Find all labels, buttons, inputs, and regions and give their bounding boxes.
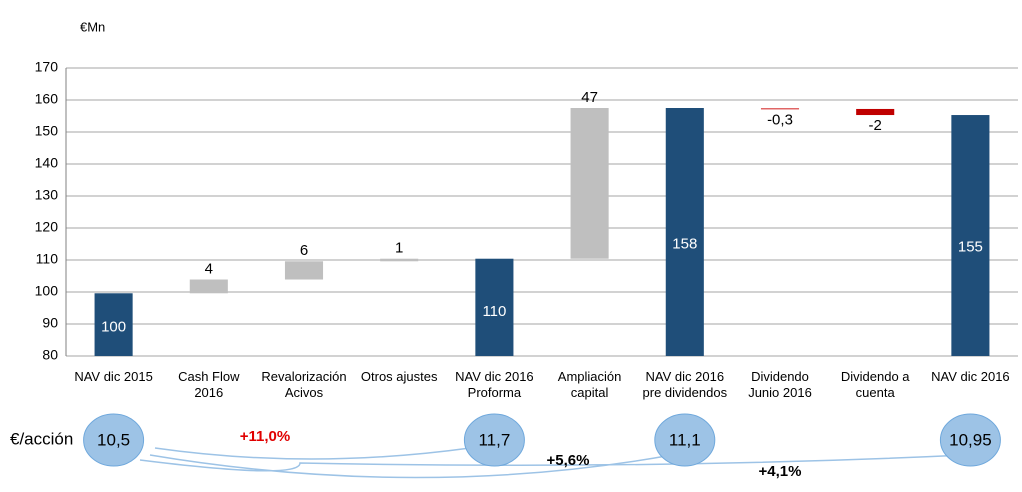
x-tick-label: Revalorización Acivos xyxy=(261,369,346,400)
per-share-value: 11,1 xyxy=(669,430,701,449)
bar xyxy=(951,115,990,356)
data-label: -2 xyxy=(869,117,882,134)
bar xyxy=(380,258,419,262)
data-label: 155 xyxy=(958,239,983,256)
per-share-label: €/acción xyxy=(10,429,73,448)
x-tick-line: NAV dic 2015 xyxy=(74,369,153,384)
y-tick-label: 80 xyxy=(42,347,58,363)
per-share-value: 10,95 xyxy=(949,430,992,449)
arc xyxy=(154,447,471,460)
x-tick-line: Cash Flow xyxy=(178,369,240,384)
per-share-bubble xyxy=(83,413,145,467)
x-tick-label: Otros ajustes xyxy=(361,369,438,384)
x-tick-line: capital xyxy=(571,385,609,400)
x-tick-line: NAV dic 2016 xyxy=(455,369,534,384)
bar xyxy=(570,108,609,259)
x-tick-line: Proforma xyxy=(468,385,522,400)
y-tick-label: 120 xyxy=(35,219,59,235)
x-tick-line: Junio 2016 xyxy=(748,385,812,400)
x-tick-label: NAV dic 2016 pre dividendos xyxy=(643,369,728,400)
data-label: 47 xyxy=(581,89,598,106)
y-tick-label: 150 xyxy=(35,123,59,139)
y-tick-label: 110 xyxy=(36,251,59,267)
arc xyxy=(149,454,673,479)
x-tick-label: Dividendo a cuenta xyxy=(841,369,910,400)
x-tick-line: Otros ajustes xyxy=(361,369,438,384)
per-share-bubble xyxy=(939,413,1001,467)
bar xyxy=(665,108,704,356)
x-tick-line: NAV dic 2016 xyxy=(931,369,1010,384)
y-tick-label: 170 xyxy=(35,59,59,75)
bar xyxy=(189,279,228,294)
x-tick-label: NAV dic 2016 xyxy=(931,369,1010,384)
x-tick-line: Acivos xyxy=(285,385,324,400)
x-tick-line: NAV dic 2016 xyxy=(646,369,725,384)
change-label: +11,0% xyxy=(240,428,290,445)
per-share-value: 11,7 xyxy=(478,430,510,449)
data-label: 1 xyxy=(395,240,403,257)
arc xyxy=(139,454,966,472)
x-tick-line: pre dividendos xyxy=(643,385,728,400)
data-label: 6 xyxy=(300,242,308,259)
x-tick-line: Revalorización xyxy=(261,369,346,384)
x-tick-label: Cash Flow 2016 xyxy=(178,369,240,400)
y-tick-label: 160 xyxy=(35,91,59,107)
change-label: +5,6% xyxy=(547,452,590,469)
bar xyxy=(284,261,324,280)
bar xyxy=(856,108,895,116)
unit-label: €Mn xyxy=(80,19,105,34)
x-tick-line: Dividendo a xyxy=(841,369,910,384)
y-tick-label: 130 xyxy=(35,187,59,203)
per-share-value: 10,5 xyxy=(97,430,130,449)
x-tick-line: Dividendo xyxy=(751,369,809,384)
x-tick-line: cuenta xyxy=(856,385,896,400)
bar xyxy=(760,108,800,110)
per-share-bubble xyxy=(463,413,525,467)
bar xyxy=(94,293,133,356)
x-tick-line: Ampliación xyxy=(558,369,622,384)
x-tick-label: NAV dic 2015 xyxy=(74,369,153,384)
x-tick-line: 2016 xyxy=(194,385,223,400)
y-tick-label: 90 xyxy=(42,315,58,331)
per-share-bubble xyxy=(654,413,716,467)
data-label: 4 xyxy=(205,260,213,277)
bar xyxy=(475,258,514,356)
data-label: 100 xyxy=(101,319,126,336)
y-tick-label: 140 xyxy=(35,155,59,171)
data-label: 110 xyxy=(482,303,506,320)
y-tick-label: 100 xyxy=(35,283,59,299)
x-tick-label: Dividendo Junio 2016 xyxy=(748,369,812,400)
data-label: 158 xyxy=(672,235,697,252)
change-label: +4,1% xyxy=(759,463,802,480)
x-tick-label: Ampliación capital xyxy=(558,369,622,400)
data-label: -0,3 xyxy=(767,111,793,128)
x-tick-label: NAV dic 2016 Proforma xyxy=(455,369,534,400)
